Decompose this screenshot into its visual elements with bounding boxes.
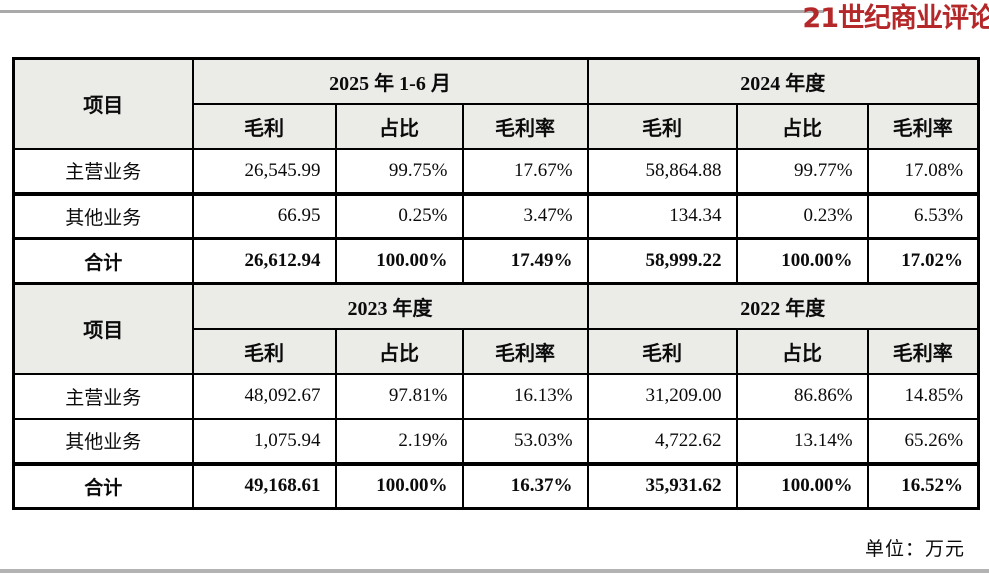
- col-header-proportion: 占比: [735, 102, 869, 150]
- table-row-total: 合计 26,612.94 100.00% 17.49% 58,999.22 10…: [12, 237, 980, 285]
- cell-value: 4,722.62: [586, 417, 738, 465]
- cell-value: 49,168.61: [191, 461, 337, 510]
- cell-value: 0.25%: [334, 191, 464, 240]
- table-row-total: 合计 49,168.61 100.00% 16.37% 35,931.62 10…: [12, 461, 980, 510]
- cell-value: 58,864.88: [586, 147, 738, 195]
- cell-value: 17.67%: [461, 147, 589, 195]
- col-header-proportion: 占比: [735, 327, 869, 375]
- cell-value: 17.02%: [866, 237, 980, 285]
- cell-value: 16.13%: [461, 372, 589, 420]
- cell-value: 100.00%: [334, 237, 464, 285]
- cell-value: 13.14%: [735, 417, 869, 465]
- cell-value: 86.86%: [735, 372, 869, 420]
- section2-subheader-row: 毛利 占比 毛利率 毛利 占比 毛利率: [14, 327, 980, 375]
- col-header-gross-profit: 毛利: [191, 102, 337, 150]
- col-header-proportion: 占比: [334, 102, 464, 150]
- publication-logo: 21世纪商业评论: [802, 3, 989, 34]
- col-header-margin: 毛利率: [461, 102, 589, 150]
- row-label: 合计: [12, 237, 194, 285]
- cell-value: 26,545.99: [191, 147, 337, 195]
- cell-value: 100.00%: [735, 461, 869, 510]
- col-header-margin: 毛利率: [866, 327, 980, 375]
- cell-value: 6.53%: [866, 191, 980, 240]
- cell-value: 134.34: [586, 191, 738, 240]
- cell-value: 53.03%: [461, 417, 589, 465]
- cell-value: 16.37%: [461, 461, 589, 510]
- bottom-divider-rule: [0, 569, 989, 573]
- cell-value: 97.81%: [334, 372, 464, 420]
- gross-profit-table: 项目 2025 年 1-6 月 2024 年度 毛利 占比 毛利率 毛利 占比 …: [12, 57, 981, 510]
- section1-year-header-row: 项目 2025 年 1-6 月 2024 年度: [12, 57, 980, 150]
- cell-value: 26,612.94: [191, 237, 337, 285]
- top-divider-rule: [0, 10, 824, 13]
- section1-item-header: 项目: [12, 57, 194, 150]
- col-header-gross-profit: 毛利: [586, 102, 738, 150]
- cell-value: 1,075.94: [191, 417, 337, 465]
- row-label: 其他业务: [12, 191, 194, 240]
- col-header-margin: 毛利率: [461, 327, 589, 375]
- col-header-margin: 毛利率: [866, 102, 980, 150]
- cell-value: 99.77%: [735, 147, 869, 195]
- cell-value: 48,092.67: [191, 372, 337, 420]
- cell-value: 31,209.00: [586, 372, 738, 420]
- section2-period1-header: 2023 年度: [191, 282, 589, 330]
- table-row-main-business: 主营业务 48,092.67 97.81% 16.13% 31,209.00 8…: [12, 372, 980, 420]
- table-row-other-business: 其他业务 66.95 0.25% 3.47% 134.34 0.23% 6.53…: [12, 191, 980, 240]
- cell-value: 3.47%: [461, 191, 589, 240]
- table-row-other-business: 其他业务 1,075.94 2.19% 53.03% 4,722.62 13.1…: [12, 417, 980, 465]
- col-header-gross-profit: 毛利: [191, 327, 337, 375]
- row-label: 其他业务: [12, 417, 194, 465]
- cell-value: 35,931.62: [586, 461, 738, 510]
- col-header-proportion: 占比: [334, 327, 464, 375]
- section1-period2-header: 2024 年度: [586, 57, 980, 105]
- section2-period2-header: 2022 年度: [586, 282, 980, 330]
- cell-value: 58,999.22: [586, 237, 738, 285]
- cell-value: 17.08%: [866, 147, 980, 195]
- cell-value: 0.23%: [735, 191, 869, 240]
- cell-value: 14.85%: [866, 372, 980, 420]
- table-row-main-business: 主营业务 26,545.99 99.75% 17.67% 58,864.88 9…: [12, 147, 980, 195]
- cell-value: 65.26%: [866, 417, 980, 465]
- cell-value: 100.00%: [334, 461, 464, 510]
- unit-note: 单位：万元: [864, 539, 965, 560]
- row-label: 主营业务: [12, 147, 194, 195]
- cell-value: 16.52%: [866, 461, 980, 510]
- cell-value: 99.75%: [334, 147, 464, 195]
- cell-value: 2.19%: [334, 417, 464, 465]
- cell-value: 66.95: [191, 191, 337, 240]
- gross-profit-table-wrapper: 项目 2025 年 1-6 月 2024 年度 毛利 占比 毛利率 毛利 占比 …: [12, 57, 981, 510]
- section2-year-header-row: 项目 2023 年度 2022 年度: [12, 282, 980, 375]
- cell-value: 17.49%: [461, 237, 589, 285]
- section2-item-header: 项目: [12, 282, 194, 375]
- section1-subheader-row: 毛利 占比 毛利率 毛利 占比 毛利率: [14, 102, 980, 150]
- cell-value: 100.00%: [735, 237, 869, 285]
- row-label: 合计: [12, 461, 194, 510]
- col-header-gross-profit: 毛利: [586, 327, 738, 375]
- section1-period1-header: 2025 年 1-6 月: [191, 57, 589, 105]
- row-label: 主营业务: [12, 372, 194, 420]
